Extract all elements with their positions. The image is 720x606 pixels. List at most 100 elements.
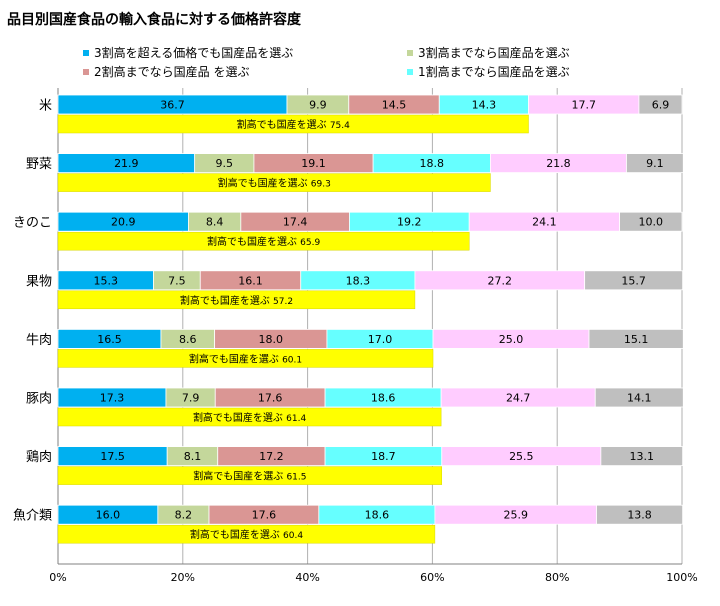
data-label-5-5: 14.1: [627, 392, 652, 405]
total-label-2: 割高でも国産を選ぶ 65.9: [207, 235, 321, 248]
data-label-6-4: 25.5: [509, 450, 534, 463]
total-label-3: 割高でも国産を選ぶ 57.2: [180, 294, 293, 307]
total-label-7: 割高でも国産を選ぶ 60.4: [190, 528, 304, 541]
bar-5-5: [594, 387, 684, 408]
legend-swatch-2: [83, 68, 89, 75]
data-label-0-5: 6.9: [652, 99, 670, 112]
legend-label-1: 3割高までなら国産品を選ぶ: [418, 46, 570, 60]
x-tick-label-2: 40%: [295, 571, 319, 584]
data-label-4-5: 15.1: [624, 333, 649, 346]
data-label-1-3: 18.8: [420, 157, 445, 170]
bar-7-5: [596, 504, 684, 525]
legend-label-0: 3割高を超える価格でも国産品を選ぶ: [94, 46, 294, 60]
data-label-3-4: 27.2: [488, 274, 513, 287]
data-label-7-2: 17.6: [252, 509, 277, 522]
bar-4-5: [588, 328, 684, 349]
category-label-5: 豚肉: [26, 392, 52, 407]
data-label-4-3: 17.0: [368, 333, 393, 346]
legend-swatch-1: [407, 49, 413, 56]
data-label-4-4: 25.0: [499, 333, 524, 346]
data-label-7-5: 13.8: [627, 509, 652, 522]
x-tick-label-4: 80%: [545, 571, 569, 584]
data-label-1-1: 9.5: [216, 157, 234, 170]
legend-item-0: 3割高を超える価格でも国産品を選ぶ: [83, 44, 293, 61]
x-tick-label-3: 60%: [420, 571, 444, 584]
data-label-4-0: 16.5: [97, 333, 122, 346]
legend-label-2: 2割高までなら国産品 を選ぶ: [94, 65, 250, 79]
data-label-3-1: 7.5: [168, 274, 186, 287]
bar-2-5: [619, 211, 683, 232]
data-label-5-3: 18.6: [371, 392, 396, 405]
data-label-2-2: 17.4: [283, 216, 308, 229]
data-label-2-3: 19.2: [397, 216, 422, 229]
data-label-6-5: 13.1: [630, 450, 655, 463]
data-label-3-3: 18.3: [346, 274, 371, 287]
data-label-5-0: 17.3: [100, 392, 125, 405]
total-bar-2: [57, 231, 470, 251]
data-label-3-2: 16.1: [238, 274, 263, 287]
category-label-4: 牛肉: [26, 333, 52, 348]
data-label-1-5: 9.1: [646, 157, 664, 170]
data-label-2-0: 20.9: [111, 216, 136, 229]
legend: 3割高を超える価格でも国産品を選ぶ 3割高までなら国産品を選ぶ 2割高までなら国…: [0, 0, 720, 90]
legend-item-2: 2割高までなら国産品 を選ぶ: [83, 63, 249, 80]
category-label-6: 鶏肉: [26, 450, 52, 465]
data-label-0-1: 9.9: [309, 99, 327, 112]
data-label-6-3: 18.7: [371, 450, 396, 463]
data-label-6-1: 8.1: [184, 450, 202, 463]
bar-0-5: [638, 94, 683, 115]
total-bar-7: [57, 524, 436, 544]
bar-1-5: [626, 153, 684, 174]
legend-label-3: 1割高までなら国産品を選ぶ: [418, 65, 570, 79]
category-label-1: 野菜: [26, 157, 52, 172]
data-label-5-2: 17.6: [258, 392, 283, 405]
total-bar-4: [57, 349, 434, 368]
data-label-7-1: 8.2: [175, 509, 193, 522]
data-label-3-0: 15.3: [93, 274, 118, 287]
data-label-0-0: 36.7: [160, 99, 185, 112]
data-label-7-0: 16.0: [96, 509, 121, 522]
data-label-3-5: 15.7: [621, 274, 646, 287]
data-label-5-1: 7.9: [182, 392, 200, 405]
legend-swatch-0: [83, 49, 89, 56]
data-label-0-2: 14.5: [382, 99, 407, 112]
data-label-6-2: 17.2: [259, 450, 284, 463]
data-label-5-4: 24.7: [506, 392, 531, 405]
data-label-4-2: 18.0: [259, 333, 284, 346]
data-label-2-5: 10.0: [639, 216, 664, 229]
data-label-7-4: 25.9: [503, 509, 528, 522]
legend-item-3: 1割高までなら国産品を選ぶ: [407, 63, 570, 80]
total-bar-6: [57, 466, 443, 485]
category-label-7: 魚介類: [13, 509, 52, 524]
total-bar-3: [57, 290, 416, 310]
category-label-0: 米: [39, 99, 52, 114]
total-bar-5: [57, 407, 442, 427]
total-label-0: 割高でも国産を選ぶ 75.4: [237, 118, 351, 131]
x-tick-label-1: 20%: [171, 571, 195, 584]
data-label-1-0: 21.9: [114, 157, 139, 170]
data-label-2-1: 8.4: [206, 216, 224, 229]
x-tick-label-0: 0%: [49, 571, 66, 584]
total-label-1: 割高でも国産を選ぶ 69.3: [218, 177, 331, 190]
legend-item-1: 3割高までなら国産品を選ぶ: [407, 44, 570, 61]
chart-title: 品目別国産食品の輸入食品に対する価格許容度: [7, 12, 301, 28]
bar-3-5: [584, 270, 684, 291]
total-label-5: 割高でも国産を選ぶ 61.4: [193, 411, 307, 424]
data-label-0-3: 14.3: [472, 99, 497, 112]
data-label-4-1: 8.6: [179, 333, 197, 346]
data-label-7-3: 18.6: [365, 509, 390, 522]
data-label-1-2: 19.1: [301, 157, 326, 170]
category-label-3: 果物: [26, 274, 52, 289]
data-label-2-4: 24.1: [532, 216, 557, 229]
total-bar-0: [57, 114, 529, 134]
x-tick-label-5: 100%: [666, 571, 697, 584]
data-label-1-4: 21.8: [546, 157, 571, 170]
data-label-6-0: 17.5: [100, 450, 125, 463]
data-label-0-4: 17.7: [571, 99, 596, 112]
bar-6-5: [600, 446, 684, 467]
total-label-4: 割高でも国産を選ぶ 60.1: [189, 352, 302, 365]
legend-swatch-3: [407, 68, 413, 75]
total-label-6: 割高でも国産を選ぶ 61.5: [193, 470, 306, 483]
category-label-2: きのこ: [13, 216, 52, 231]
